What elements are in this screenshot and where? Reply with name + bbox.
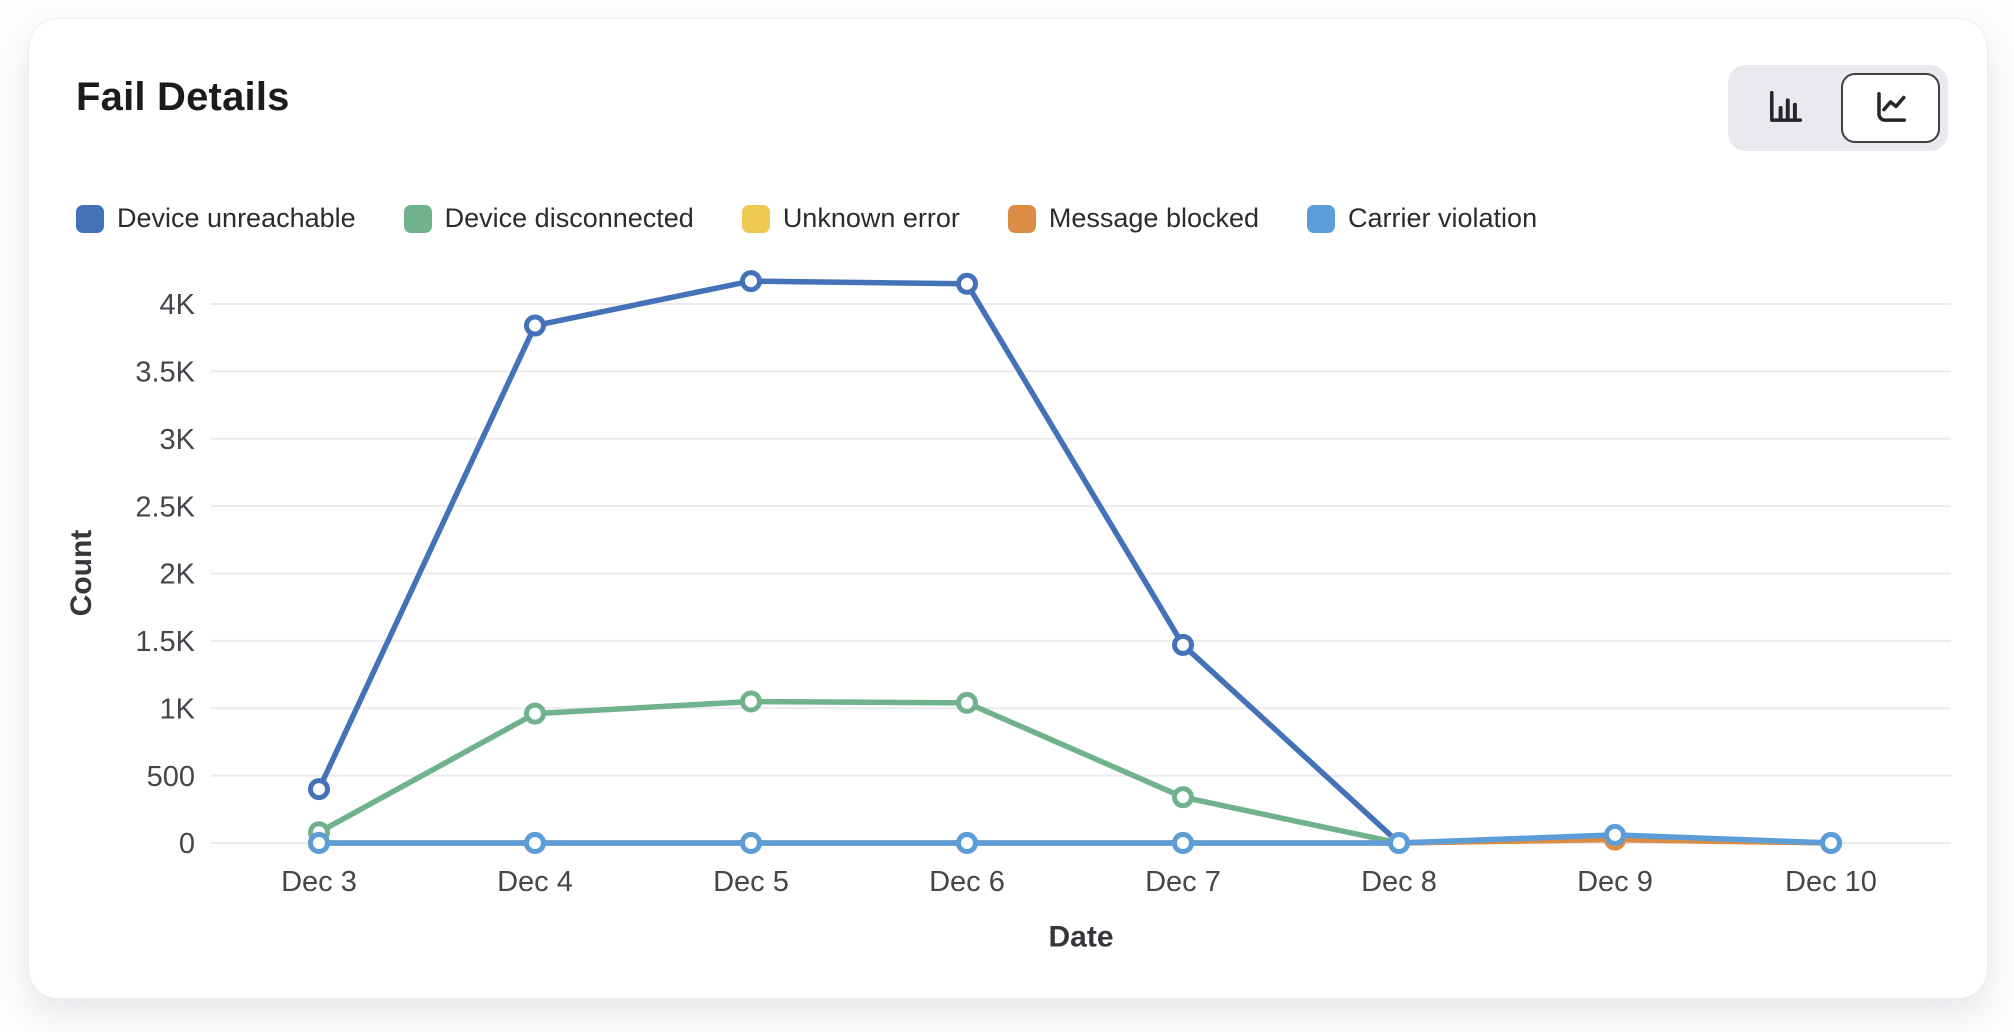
chart-type-toggle	[1728, 65, 1948, 151]
x-tick-label: Dec 6	[929, 866, 1005, 898]
legend-label: Carrier violation	[1348, 203, 1538, 233]
x-tick-label: Dec 8	[1361, 866, 1437, 898]
x-tick-label: Dec 10	[1785, 866, 1877, 898]
y-tick-label: 0	[179, 828, 195, 860]
fail-details-card: 0 500 1K 1.5K 2K 2.5K 3K 3.5K 4K Dec 3 Dec 4 Dec 5 D…	[28, 18, 1988, 999]
y-tick-label: 3K	[160, 424, 196, 456]
chart-legend: Device unreachable Device disconnected Unk…	[76, 203, 1537, 234]
line-chart-svg: 0 500 1K 1.5K 2K 2.5K 3K 3.5K 4K Dec 3 Dec 4 Dec 5 D…	[65, 270, 1951, 954]
card-title: Fail Details	[76, 75, 290, 119]
data-point-marker	[308, 778, 330, 801]
data-point-marker	[1172, 633, 1194, 656]
legend-swatch	[741, 204, 770, 233]
data-point-marker	[1820, 832, 1842, 854]
legend-item-5[interactable]: Carrier violation	[1307, 203, 1537, 234]
x-tick-label: Dec 3	[281, 866, 357, 898]
series-line	[316, 278, 1834, 846]
data-point-marker	[524, 702, 546, 725]
data-point-marker	[740, 270, 762, 293]
x-tick-label: Dec 7	[1145, 866, 1221, 898]
data-point-marker	[956, 832, 978, 854]
legend-item-3[interactable]: Unknown error	[741, 203, 960, 234]
bar-chart-toggle-button[interactable]	[1736, 73, 1835, 143]
legend-item-1[interactable]: Device unreachable	[76, 203, 356, 234]
bar-chart-icon	[1770, 90, 1803, 122]
y-tick-label: 500	[147, 761, 195, 793]
data-point-marker	[956, 691, 978, 714]
y-tick-label: 1.5K	[135, 626, 195, 658]
y-tick-label: 4K	[160, 289, 196, 321]
data-point-marker	[524, 832, 546, 854]
data-point-marker	[740, 690, 762, 713]
data-point-marker	[1388, 832, 1410, 854]
x-axis-title: Date	[1048, 921, 1113, 954]
line-chart-icon	[1877, 91, 1907, 122]
legend-label: Device unreachable	[117, 203, 356, 233]
legend-label: Message blocked	[1048, 203, 1260, 233]
legend-swatch	[76, 204, 104, 233]
y-tick-label: 3.5K	[135, 357, 195, 389]
x-tick-label: Dec 5	[713, 866, 789, 898]
x-tick-label: Dec 4	[497, 866, 573, 898]
data-point-marker	[1172, 786, 1194, 809]
data-point-marker	[1604, 823, 1626, 846]
x-tick-label: Dec 9	[1577, 866, 1653, 898]
series-line	[316, 832, 1834, 846]
legend-swatch	[1307, 204, 1336, 233]
legend-label: Unknown error	[782, 203, 960, 233]
y-axis-title: Count	[65, 530, 98, 617]
data-point-marker	[956, 272, 978, 295]
series-line	[316, 698, 1834, 846]
line-chart-toggle-button[interactable]	[1840, 73, 1940, 143]
data-point-marker	[308, 832, 330, 854]
data-point-marker	[1172, 832, 1194, 854]
legend-label: Device disconnected	[444, 203, 694, 233]
legend-item-4[interactable]: Message blocked	[1007, 203, 1260, 234]
legend-item-2[interactable]: Device disconnected	[403, 203, 694, 234]
y-tick-label: 2K	[160, 559, 196, 591]
legend-swatch	[403, 204, 432, 233]
data-point-marker	[524, 314, 546, 337]
data-point-marker	[740, 832, 762, 854]
y-tick-label: 2.5K	[135, 491, 195, 523]
y-tick-label: 1K	[160, 693, 196, 725]
legend-swatch	[1007, 204, 1036, 233]
